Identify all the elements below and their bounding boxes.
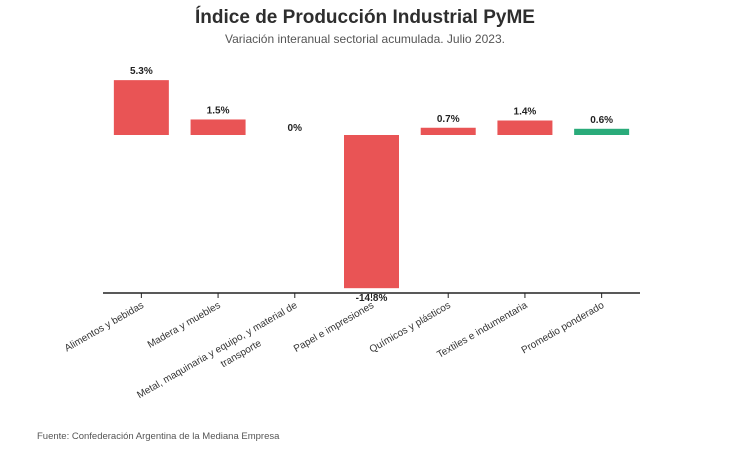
bar: [190, 119, 246, 135]
x-tick-label: Metal, maquinaria y equipo, y material d…: [135, 300, 307, 414]
chart-title: Índice de Producción Industrial PyME: [195, 7, 535, 28]
x-tick-label: Químicos y plásticos: [368, 300, 453, 355]
bar: [344, 135, 399, 289]
x-tick-label: Madera y muebles: [146, 300, 223, 351]
data-label: 0.7%: [437, 114, 460, 125]
x-tick-label: Papel e impresiones: [292, 300, 376, 355]
data-label: 1.4%: [514, 107, 537, 118]
data-label: 5.3%: [130, 66, 153, 77]
data-label: 1.5%: [207, 105, 230, 116]
x-tick-label: Alimentos y bebidas: [63, 300, 146, 354]
chart-subtitle: Variación interanual sectorial acumulada…: [225, 32, 505, 46]
bar-average: [574, 128, 630, 135]
bar: [420, 127, 476, 135]
x-tick-label: Promedio ponderado: [520, 300, 607, 356]
data-label: 0.6%: [590, 115, 613, 126]
data-label: -14.8%: [356, 293, 388, 304]
bar: [497, 120, 553, 135]
bar: [113, 80, 169, 135]
source-note: Fuente: Confederación Argentina de la Me…: [37, 431, 280, 442]
data-label: 0%: [288, 123, 303, 134]
